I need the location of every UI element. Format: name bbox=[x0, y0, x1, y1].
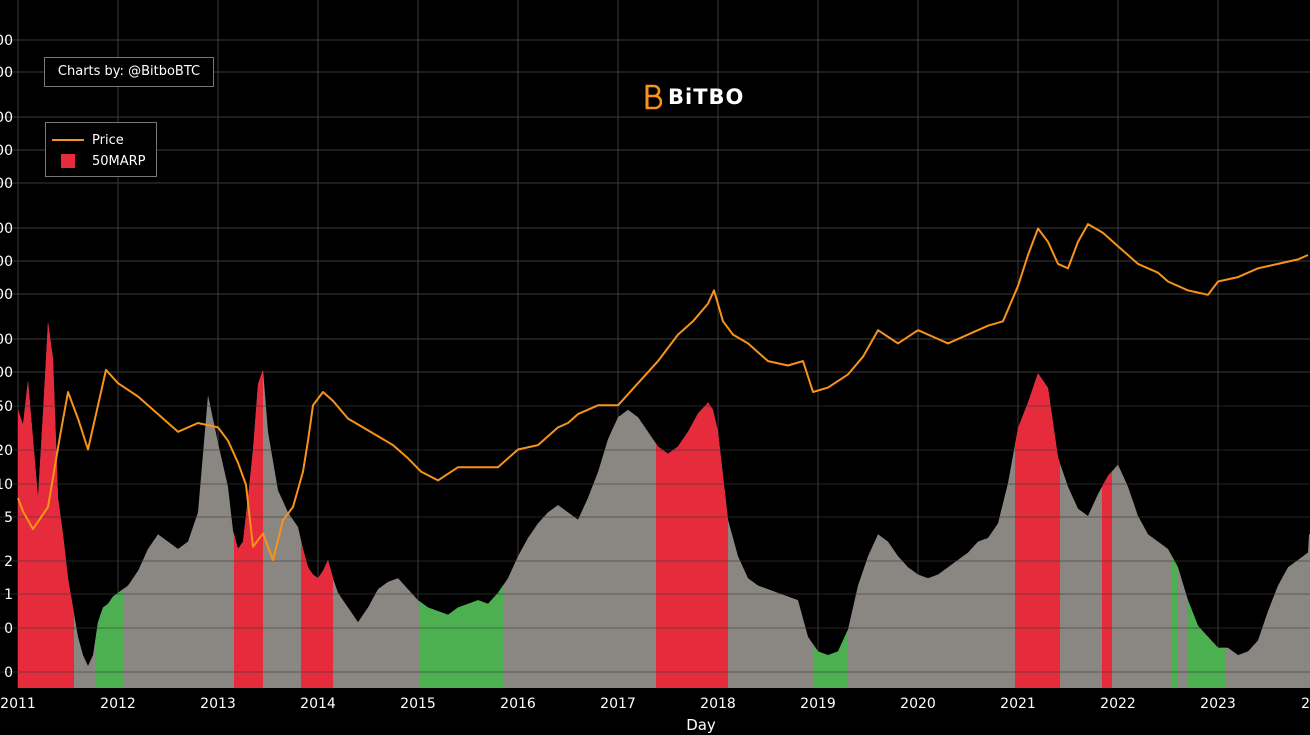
price-tick-label: 00 bbox=[0, 221, 13, 237]
legend-swatch-icon bbox=[61, 154, 75, 168]
x-tick-label: 2021 bbox=[1000, 696, 1036, 712]
oscillator-zone-high bbox=[234, 369, 263, 688]
price-tick-label: 00 bbox=[0, 143, 13, 159]
oscillator-tick-label: 0 bbox=[4, 665, 13, 681]
x-tick-label: 2018 bbox=[700, 696, 736, 712]
legend-line-icon bbox=[52, 139, 84, 141]
price-tick-label: 00 bbox=[0, 110, 13, 126]
oscillator-zone-high bbox=[1102, 471, 1112, 688]
x-axis-tick-labels: 2011 2012 2013 2014 2015 2016 2017 2018 2019 2020… bbox=[0, 696, 1310, 712]
oscillator-tick-label: 20 bbox=[0, 443, 13, 459]
oscillator-zone-low bbox=[1172, 556, 1178, 688]
x-tick-label: 2017 bbox=[600, 696, 636, 712]
price-tick-label: 00 bbox=[0, 33, 13, 49]
legend-item-50marp[interactable]: 50MARP bbox=[46, 151, 146, 171]
price-tick-label: 00 bbox=[0, 332, 13, 348]
legend[interactable]: Price 50MARP bbox=[45, 122, 157, 177]
bitbo-b-icon bbox=[645, 84, 662, 110]
chart-credit-label: Charts by: @BitboBTC bbox=[44, 57, 214, 87]
x-tick-label: 2016 bbox=[500, 696, 536, 712]
x-tick-label: 2023 bbox=[1200, 696, 1236, 712]
x-tick-label: 2020 bbox=[900, 696, 936, 712]
legend-label-50marp: 50MARP bbox=[92, 153, 146, 169]
price-tick-label: 00 bbox=[0, 176, 13, 192]
y-axis-tick-labels: 0000000000000000000050201052100 bbox=[0, 33, 13, 681]
x-tick-label: 2011 bbox=[0, 696, 36, 712]
oscillator-tick-label: 50 bbox=[0, 399, 13, 415]
x-axis-label: Day bbox=[686, 716, 716, 734]
price-line bbox=[17, 223, 1309, 561]
oscillator-tick-label: 1 bbox=[4, 587, 13, 603]
x-tick-label: 2014 bbox=[300, 696, 336, 712]
legend-label-price: Price bbox=[92, 132, 124, 148]
oscillator-zone-low bbox=[420, 584, 504, 688]
oscillator-zone-low bbox=[1188, 600, 1226, 688]
logo-text: BiTBO bbox=[668, 85, 745, 109]
price-tick-label: 00 bbox=[0, 365, 13, 381]
price-tick-label: 00 bbox=[0, 254, 13, 270]
price-tick-label: 00 bbox=[0, 65, 13, 81]
oscillator-zone-low bbox=[96, 589, 123, 688]
oscillator-gridlines bbox=[0, 405, 1310, 673]
x-tick-label: 2019 bbox=[800, 696, 836, 712]
x-tick-label: 2012 bbox=[100, 696, 136, 712]
oscillator-tick-label: 0 bbox=[4, 621, 13, 637]
oscillator-zone-high bbox=[656, 402, 728, 688]
oscillator-zone-low bbox=[813, 631, 847, 688]
oscillator-tick-label: 5 bbox=[4, 510, 13, 526]
oscillator-tick-label: 2 bbox=[4, 554, 13, 570]
oscillator-zone-high bbox=[18, 322, 74, 688]
oscillator-tick-label: 10 bbox=[0, 477, 13, 493]
x-tick-label: 2 bbox=[1301, 696, 1310, 712]
price-tick-label: 00 bbox=[0, 287, 13, 303]
x-tick-label: 2013 bbox=[200, 696, 236, 712]
oscillator-zone-high bbox=[1015, 373, 1060, 688]
oscillator-zone-high bbox=[301, 540, 333, 688]
50marp-area bbox=[18, 322, 1310, 688]
bitbo-logo: BiTBO bbox=[644, 84, 744, 110]
legend-item-price[interactable]: Price bbox=[46, 130, 124, 150]
x-tick-label: 2015 bbox=[400, 696, 436, 712]
x-tick-label: 2022 bbox=[1100, 696, 1136, 712]
price-series bbox=[17, 223, 1309, 561]
